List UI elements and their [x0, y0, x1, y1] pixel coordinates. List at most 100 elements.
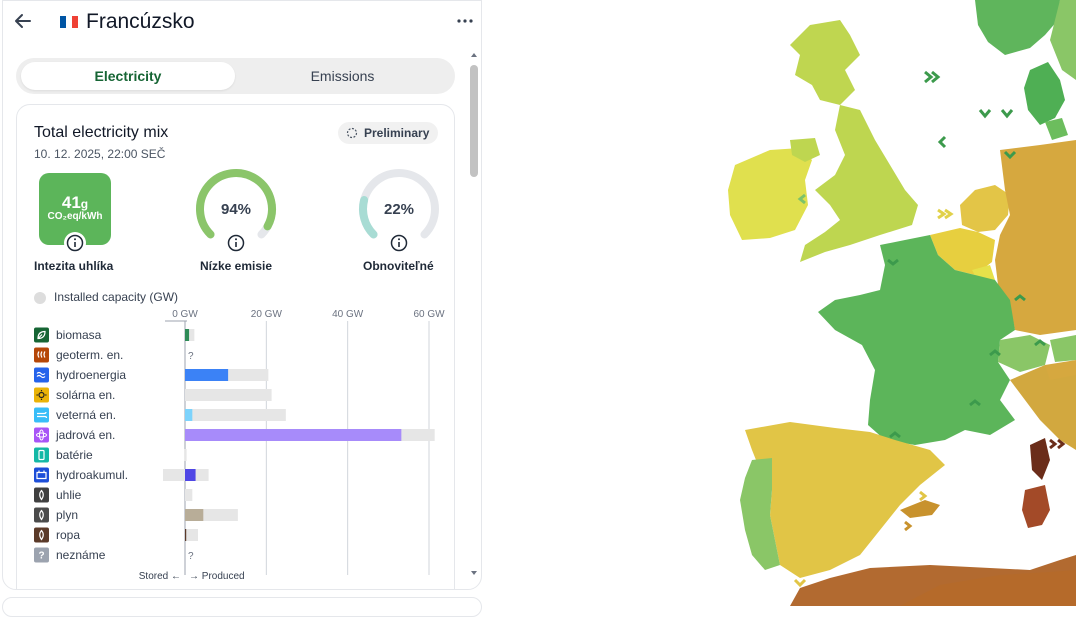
scroll-down-arrow-icon[interactable] — [470, 569, 478, 577]
atom-icon — [34, 427, 49, 443]
exchange-arrow[interactable] — [937, 208, 947, 220]
exchange-arrow[interactable] — [904, 520, 913, 532]
electricity-mix-card: Total electricity mix 10. 12. 2025, 22:0… — [16, 104, 455, 589]
exchange-arrow[interactable] — [969, 399, 981, 407]
x-tick-label: 20 GW — [251, 309, 283, 320]
exchange-arrow[interactable] — [793, 578, 807, 588]
heat-icon — [34, 347, 49, 363]
exchange-arrow[interactable] — [1049, 438, 1058, 450]
question-icon: ? — [34, 547, 49, 563]
exchange-arrow[interactable] — [989, 349, 1001, 357]
leaf-icon — [34, 327, 49, 343]
scroll-up-arrow-icon[interactable] — [470, 51, 478, 59]
exchange-arrow[interactable] — [944, 208, 954, 220]
produced-bar — [185, 509, 204, 521]
more-options-icon[interactable] — [455, 13, 475, 29]
gas-icon — [34, 507, 49, 523]
map-region-spain[interactable] — [745, 422, 945, 578]
map-region-ni[interactable] — [790, 138, 820, 162]
unknown-value-mark: ? — [188, 351, 194, 362]
map-region-sardinia[interactable] — [1022, 485, 1050, 528]
zone-details-panel: Francúzsko Electricity Emissions Total e… — [2, 0, 482, 590]
source-label: ropa — [56, 528, 80, 542]
produced-bar — [185, 409, 193, 421]
exchange-arrow[interactable] — [1003, 150, 1017, 160]
carbon-intensity-unit: CO₂eq/kWh — [47, 211, 103, 222]
carbon-intensity-label: Intezita uhlíka — [34, 259, 114, 273]
map-region-italy-north[interactable] — [1045, 360, 1076, 380]
wind-icon — [34, 407, 49, 423]
battery-icon — [34, 447, 49, 463]
low-emission-gauge — [196, 169, 276, 239]
capacity-legend-dot — [34, 292, 46, 304]
map-region-great-britain[interactable] — [800, 105, 918, 262]
carbon-intensity-info-icon[interactable] — [64, 232, 86, 254]
map-region-sweden[interactable] — [1050, 0, 1076, 80]
exchange-arrow[interactable] — [931, 70, 941, 84]
capacity-bar — [185, 329, 195, 341]
scrollbar-thumb[interactable] — [470, 65, 478, 177]
exchange-arrow[interactable] — [937, 135, 947, 149]
map-region-norway[interactable] — [975, 0, 1060, 55]
exchange-arrow[interactable] — [1000, 109, 1014, 119]
preliminary-badge[interactable]: Preliminary — [338, 122, 439, 144]
source-label: biomasa — [56, 328, 102, 342]
source-label: batérie — [56, 448, 93, 462]
card-title: Total electricity mix — [34, 124, 169, 141]
secondary-panel — [2, 597, 482, 617]
renewable-info-icon[interactable] — [388, 232, 410, 254]
capacity-bar — [185, 389, 272, 401]
exchange-arrow[interactable] — [1014, 294, 1026, 302]
map-region-austria[interactable] — [1050, 335, 1076, 362]
source-label: geoterm. en. — [56, 348, 123, 362]
produced-bar — [185, 529, 187, 541]
map-region-belgium[interactable] — [930, 228, 995, 275]
produced-bar — [185, 429, 402, 441]
tab-electricity[interactable]: Electricity — [21, 62, 235, 90]
x-tick-label: 60 GW — [413, 309, 445, 320]
map-region-balearic[interactable] — [900, 500, 940, 518]
exchange-arrow[interactable] — [1057, 438, 1066, 450]
exchange-arrow[interactable] — [797, 193, 806, 205]
exchange-arrow[interactable] — [1034, 339, 1046, 347]
map-region-france[interactable] — [818, 235, 1015, 445]
source-label: plyn — [56, 508, 78, 522]
exchange-arrows — [793, 70, 1066, 588]
exchange-arrow[interactable] — [887, 258, 899, 266]
low-emission-info-icon[interactable] — [225, 232, 247, 254]
mode-tabs: Electricity Emissions — [16, 58, 455, 94]
timestamp: 10. 12. 2025, 22:00 SEČ — [34, 147, 166, 161]
produced-footer-label: → Produced — [189, 571, 245, 582]
france-flag-icon — [60, 16, 78, 28]
svg-text:?: ? — [38, 551, 44, 562]
reservoir-icon — [34, 467, 49, 483]
production-bar-chart: 0 GW 20 GW 40 GW 60 GW biomasa geoterm. en. ? h… — [34, 309, 445, 582]
exchange-arrow[interactable] — [919, 490, 928, 502]
produced-bar — [185, 329, 190, 341]
wave-icon — [34, 367, 49, 383]
exchange-arrow[interactable] — [924, 70, 934, 84]
back-arrow-icon[interactable] — [11, 9, 35, 33]
map-region-corsica[interactable] — [1030, 438, 1050, 480]
renewable-gauge — [359, 169, 439, 239]
map-region-ireland[interactable] — [728, 148, 812, 240]
map-region-denmark[interactable] — [1024, 62, 1065, 125]
map-region-italy[interactable] — [1010, 365, 1076, 450]
unknown-value-mark: ? — [188, 551, 194, 562]
source-label: hydroenergia — [56, 368, 126, 382]
tab-emissions[interactable]: Emissions — [310, 68, 375, 84]
map-region-denmark-islands[interactable] — [1045, 118, 1068, 140]
map-region-scotland[interactable] — [790, 20, 860, 105]
exchange-arrow[interactable] — [978, 109, 992, 119]
capacity-legend-label: Installed capacity (GW) — [54, 290, 179, 304]
map-region-portugal[interactable] — [740, 458, 780, 570]
renewable-value: 22% — [383, 201, 415, 218]
exchange-arrow[interactable] — [889, 431, 901, 439]
stored-capacity-bar — [163, 469, 185, 481]
map-region-netherlands[interactable] — [960, 185, 1010, 232]
renewable-label: Obnoviteľné — [363, 259, 434, 273]
low-emission-value: 94% — [220, 201, 252, 218]
sun-icon — [34, 387, 49, 403]
map-region-algeria[interactable] — [900, 570, 1076, 606]
map-region-germany[interactable] — [995, 140, 1076, 335]
